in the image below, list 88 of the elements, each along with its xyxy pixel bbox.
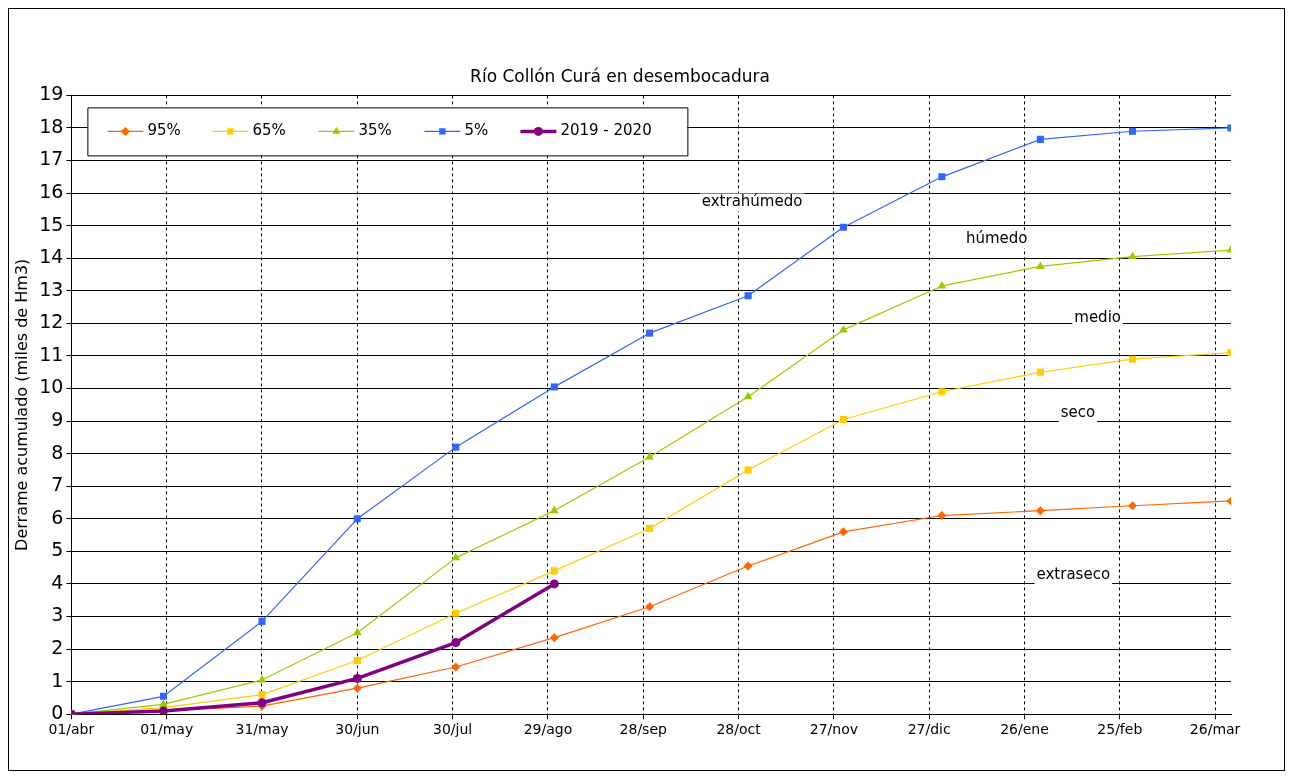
point: [353, 656, 361, 664]
point: [938, 388, 946, 396]
point: [743, 391, 753, 400]
point: [549, 633, 559, 643]
y-tick-label: 6: [51, 505, 64, 528]
point: [257, 675, 267, 683]
point: [353, 515, 361, 523]
point: [258, 691, 266, 699]
y-tick-label: 3: [51, 603, 64, 626]
point: [549, 579, 559, 589]
y-tick-label: 13: [39, 277, 64, 300]
y-tick-label: 1: [51, 668, 64, 691]
y-tick-label: 11: [39, 342, 64, 365]
y-tick-label: 14: [39, 245, 64, 268]
point: [937, 280, 947, 289]
point: [451, 552, 461, 561]
x-tick-label: 30/jun: [335, 721, 380, 738]
point: [159, 699, 168, 707]
y-tick-label: 9: [51, 408, 64, 431]
point: [451, 662, 461, 672]
point: [1128, 127, 1137, 135]
y-tick-label: 10: [39, 375, 64, 398]
x-tick-label: 28/sep: [619, 721, 668, 738]
legend-label: 2019 - 2020: [560, 121, 652, 140]
point: [352, 683, 362, 693]
point: [839, 324, 848, 333]
point: [550, 383, 558, 391]
point: [645, 602, 655, 612]
x-tick-label: 01/may: [140, 721, 194, 738]
x-tick-label: 27/dic: [907, 721, 951, 738]
point: [937, 511, 947, 521]
y-tick-label: 18: [39, 114, 64, 137]
x-tick-label: 25/feb: [1097, 721, 1143, 738]
legend-label: 35%: [358, 121, 392, 140]
x-tick-label: 26/mar: [1189, 721, 1241, 738]
annotation: extraseco: [1036, 565, 1111, 584]
legend-label: 95%: [147, 121, 181, 140]
point: [1036, 135, 1044, 143]
point: [452, 609, 460, 617]
x-tick-label: 29/ago: [523, 721, 573, 738]
point: [838, 527, 848, 537]
point: [1128, 251, 1137, 260]
x-tick-label: 26/ene: [1000, 721, 1049, 738]
y-tick-label: 5: [51, 538, 64, 561]
y-tick-label: 17: [39, 147, 64, 170]
point: [550, 567, 558, 575]
point: [743, 561, 753, 571]
y-tick-label: 7: [51, 473, 64, 496]
x-tick-label: 30/jul: [433, 721, 473, 738]
point: [744, 292, 752, 300]
point: [839, 415, 847, 423]
y-tick-label: 2: [51, 636, 64, 658]
annotation: extrahúmedo: [701, 192, 803, 211]
point: [258, 617, 266, 625]
y-tick-label: 4: [51, 570, 64, 593]
y-tick-label: 8: [51, 440, 64, 463]
point: [1036, 368, 1044, 376]
point: [938, 173, 946, 181]
legend-label: 5%: [464, 121, 489, 140]
annotation: medio: [1074, 308, 1121, 327]
chart-title: Río Collón Curá en desembocadura: [470, 65, 770, 86]
point: [352, 673, 362, 683]
point: [646, 329, 654, 337]
y-tick-label: 16: [39, 180, 64, 203]
annotation: húmedo: [965, 228, 1028, 247]
legend-label: 65%: [252, 121, 286, 140]
x-tick-label: 28/oct: [716, 721, 762, 738]
y-tick-label: 0: [51, 701, 64, 724]
point: [352, 627, 362, 636]
point: [1035, 506, 1045, 516]
y-tick-label: 12: [39, 310, 64, 333]
point: [159, 692, 168, 700]
point: [839, 223, 847, 231]
y-tick-label: 15: [39, 212, 64, 235]
x-tick-label: 01/abr: [48, 721, 95, 738]
point: [1128, 501, 1138, 511]
point: [452, 443, 460, 451]
x-tick-label: 27/nov: [809, 721, 858, 738]
point: [744, 466, 752, 474]
y-axis-title: Derrame acumulado (miles de Hm3): [11, 258, 31, 551]
annotation: seco: [1060, 403, 1096, 422]
point: [1128, 355, 1137, 363]
point: [451, 638, 461, 648]
y-tick-label: 19: [39, 82, 64, 105]
point: [646, 525, 654, 533]
point: [549, 505, 559, 514]
x-tick-label: 31/may: [235, 721, 289, 738]
point: [1036, 261, 1045, 269]
